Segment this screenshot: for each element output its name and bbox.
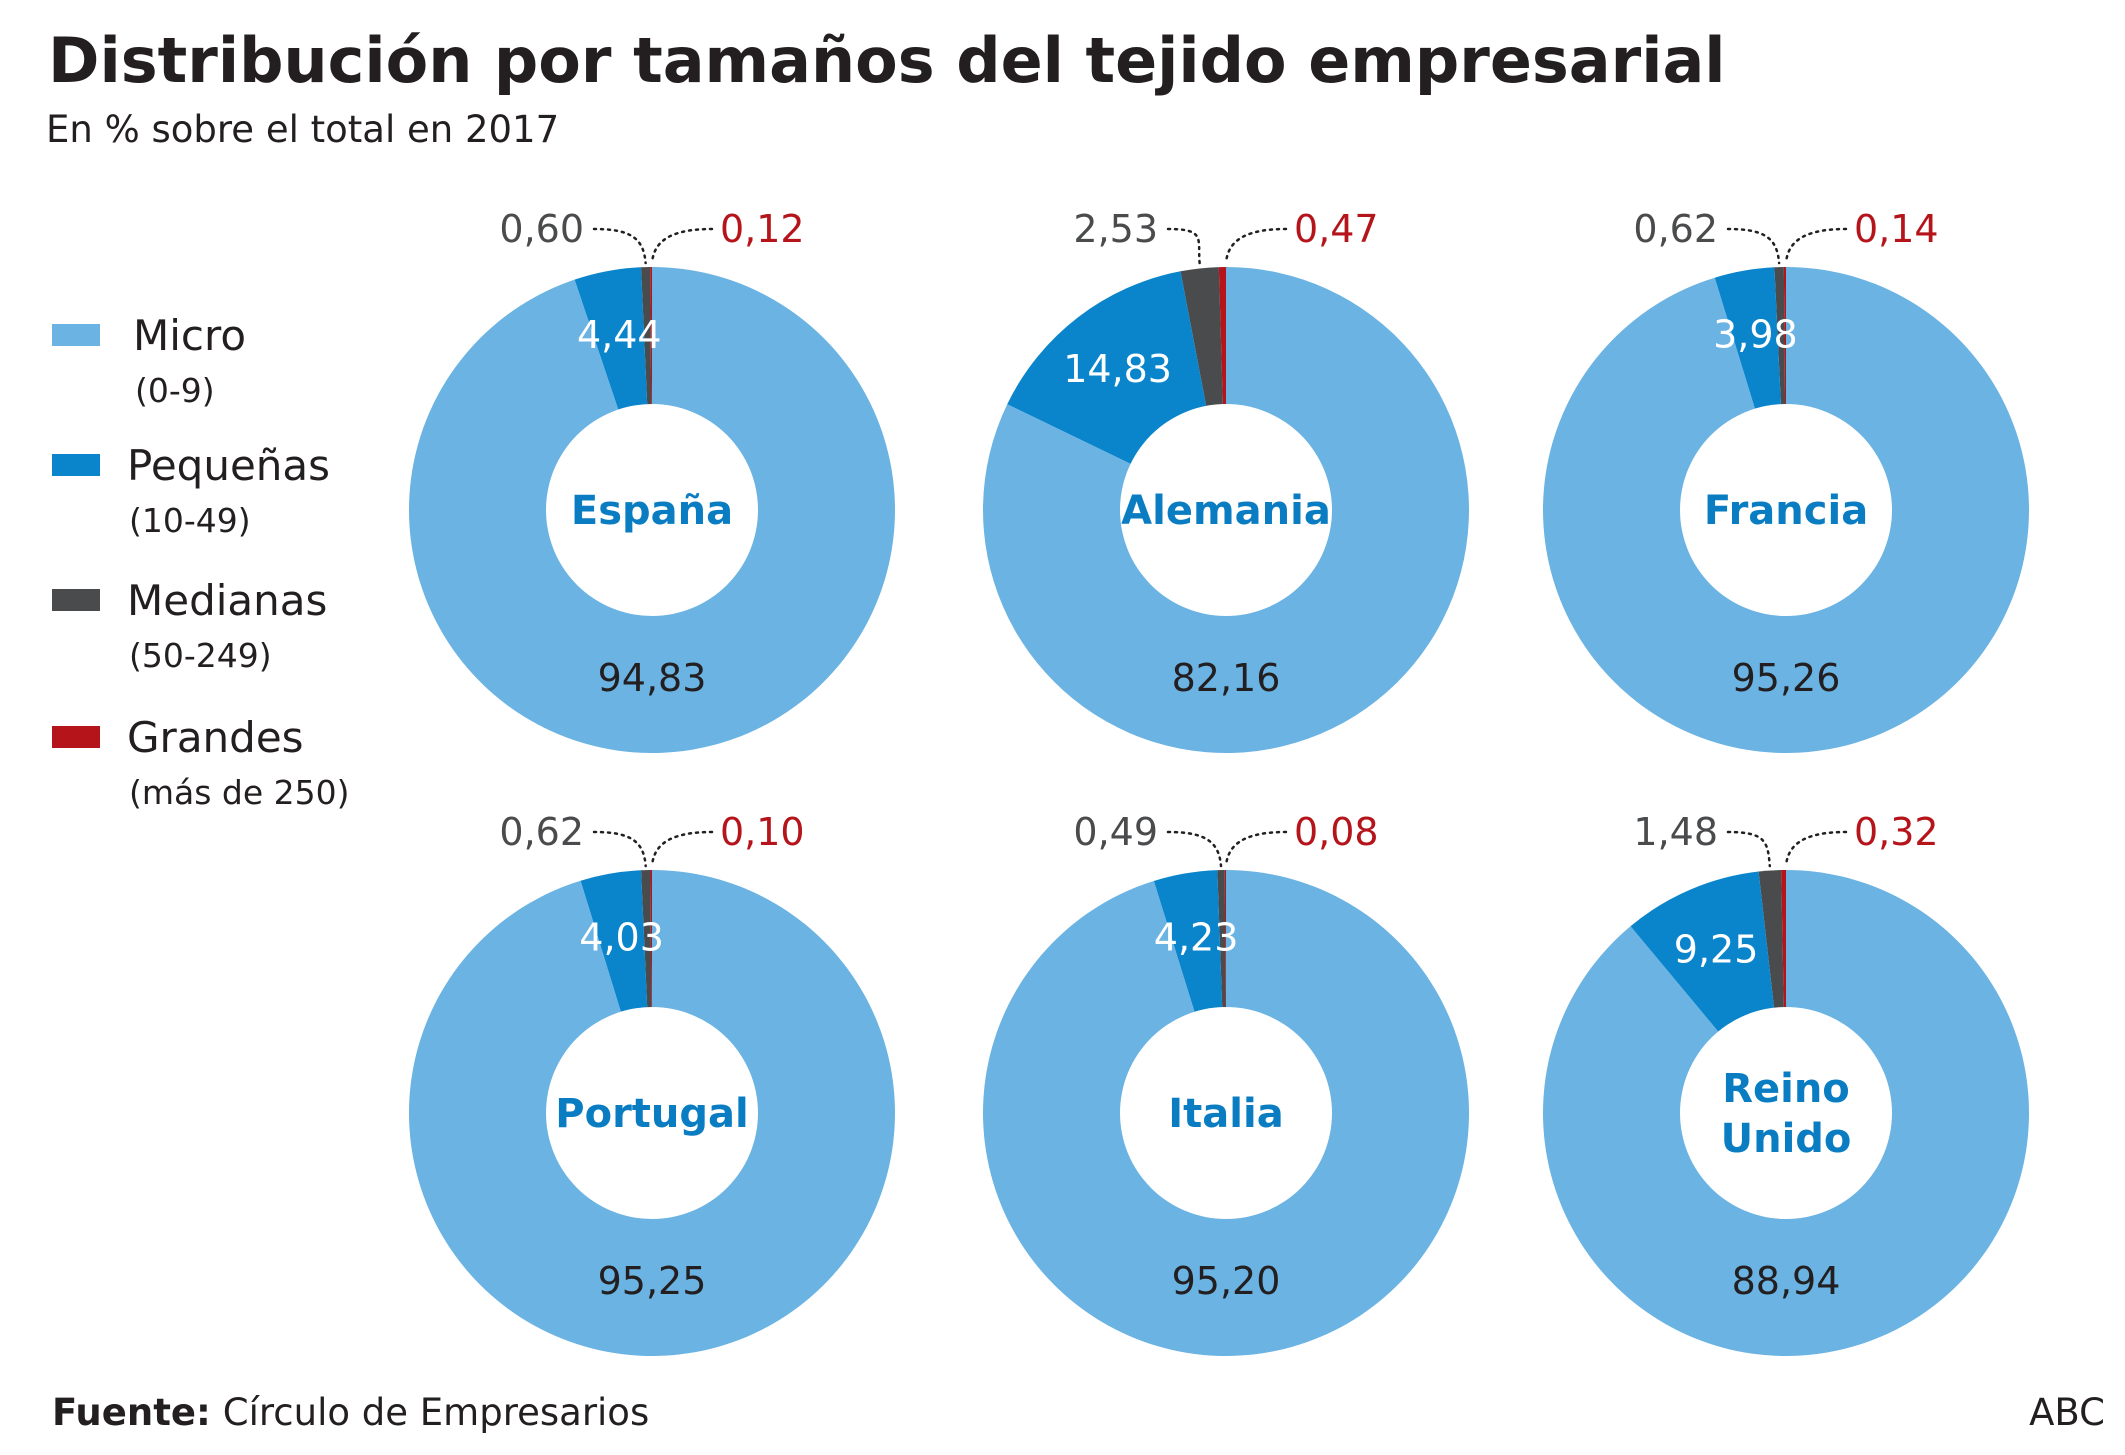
value-label-micro: 95,20 <box>1172 1259 1281 1303</box>
donut-hole <box>1120 1007 1332 1219</box>
donut-center-label: Italia <box>1168 1091 1283 1137</box>
value-label-micro: 95,26 <box>1732 656 1841 700</box>
donut-hole <box>1680 404 1892 616</box>
donut-espana: España 94,83 4,44 0,60 0,12 <box>408 207 895 754</box>
legend-range: (más de 250) <box>129 773 350 812</box>
leader-line-medianas <box>592 227 647 265</box>
legend-item-grandes: Grandes (más de 250) <box>52 713 350 812</box>
leader-line-grandes <box>1224 830 1288 868</box>
donut-charts: España 94,83 4,44 0,60 0,12 Alemania 82,16 14,8… <box>408 207 2030 1356</box>
leader-line-medianas <box>1726 830 1772 868</box>
donut-hole <box>1120 404 1332 616</box>
donut-center-label: Francia <box>1704 488 1868 534</box>
legend: Micro (0-9) Pequeñas (10-49) Medianas (50-249… <box>52 311 350 812</box>
value-label-medianas: 0,60 <box>499 207 584 251</box>
leader-line-medianas <box>592 830 647 868</box>
value-label-micro: 95,25 <box>598 1259 707 1303</box>
brand-label: ABC <box>2029 1391 2105 1434</box>
value-label-medianas: 1,48 <box>1633 810 1718 854</box>
donut-alemania: Alemania 82,16 14,83 2,53 0,47 <box>982 207 1469 753</box>
legend-label: Medianas <box>127 576 327 625</box>
leader-line-medianas <box>1166 227 1201 265</box>
legend-label: Micro <box>133 311 246 360</box>
page-subtitle: En % sobre el total en 2017 <box>46 108 559 151</box>
leader-line-medianas <box>1166 830 1223 868</box>
value-label-medianas: 0,62 <box>499 810 584 854</box>
value-label-medianas: 2,53 <box>1073 207 1158 251</box>
legend-swatch <box>52 726 100 748</box>
donut-center-label: Portugal <box>555 1091 748 1137</box>
leader-line-grandes <box>650 830 714 868</box>
page-title: Distribución por tamaños del tejido empr… <box>48 24 1726 97</box>
source-label: Fuente: <box>52 1391 211 1434</box>
value-label-micro: 88,94 <box>1732 1259 1841 1303</box>
legend-swatch <box>52 454 100 476</box>
leader-line-grandes <box>1784 227 1848 265</box>
legend-item-micro: Micro (0-9) <box>52 311 246 410</box>
donut-hole <box>1680 1007 1892 1219</box>
value-label-medianas: 0,62 <box>1633 207 1718 251</box>
legend-swatch <box>52 324 100 346</box>
value-label-pequenas: 4,44 <box>577 313 662 357</box>
slice-grandes <box>1783 267 1786 510</box>
donut-portugal: Portugal 95,25 4,03 0,62 0,10 <box>408 810 895 1356</box>
donut-hole <box>546 1007 758 1219</box>
legend-range: (0-9) <box>135 371 215 410</box>
donut-center-label: Alemania <box>1121 488 1331 534</box>
leader-line-grandes <box>1224 227 1288 265</box>
value-label-micro: 82,16 <box>1172 656 1281 700</box>
legend-item-medianas: Medianas (50-249) <box>52 576 327 675</box>
donut-center-label: Reino <box>1722 1066 1850 1112</box>
value-label-grandes: 0,32 <box>1854 810 1939 854</box>
value-label-medianas: 0,49 <box>1073 810 1158 854</box>
donut-center-label: Unido <box>1721 1116 1852 1162</box>
source-text: Círculo de Empresarios <box>223 1391 649 1434</box>
value-label-grandes: 0,08 <box>1294 810 1379 854</box>
donut-center-label: España <box>571 488 733 534</box>
donut-francia: Francia 95,26 3,98 0,62 0,14 <box>1543 207 2030 753</box>
donut-italia: Italia 95,20 4,23 0,49 0,08 <box>983 810 1470 1356</box>
value-label-pequenas: 14,83 <box>1063 347 1172 391</box>
value-label-micro: 94,83 <box>598 656 707 700</box>
value-label-grandes: 0,14 <box>1854 207 1939 251</box>
value-label-grandes: 0,47 <box>1294 207 1379 251</box>
leader-line-grandes <box>1784 830 1848 868</box>
value-label-pequenas: 9,25 <box>1674 927 1759 971</box>
value-label-grandes: 0,10 <box>720 810 805 854</box>
legend-range: (50-249) <box>129 636 272 675</box>
value-label-pequenas: 4,23 <box>1154 916 1239 960</box>
legend-label: Pequeñas <box>127 441 330 490</box>
legend-swatch <box>52 589 100 611</box>
value-label-pequenas: 4,03 <box>579 916 664 960</box>
leader-line-medianas <box>1726 227 1781 265</box>
value-label-pequenas: 3,98 <box>1713 313 1798 357</box>
legend-label: Grandes <box>127 713 304 762</box>
donut-hole <box>546 404 758 616</box>
legend-range: (10-49) <box>129 501 251 540</box>
leader-line-grandes <box>650 227 714 265</box>
legend-item-pequenas: Pequeñas (10-49) <box>52 441 330 540</box>
value-label-grandes: 0,12 <box>720 207 805 251</box>
